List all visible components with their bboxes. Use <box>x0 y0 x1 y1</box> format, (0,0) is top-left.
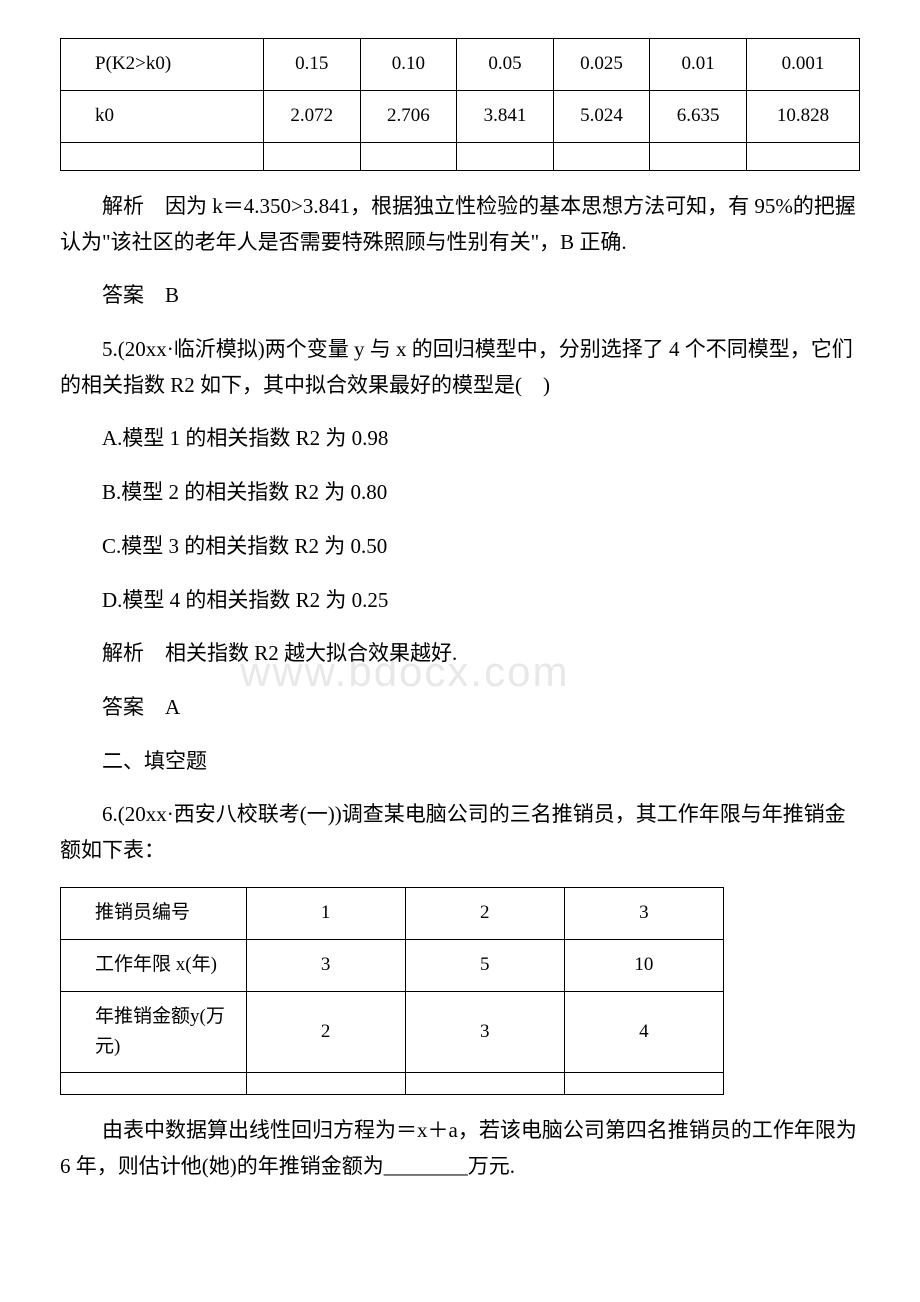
table-cell <box>746 143 859 171</box>
table-cell: 2.706 <box>360 91 457 143</box>
table-cell: 工作年限 x(年) <box>61 939 247 991</box>
table-row: 年推销金额y(万元) 2 3 4 <box>61 991 724 1073</box>
table-cell <box>61 1073 247 1095</box>
critical-values-table: P(K2>k0) 0.15 0.10 0.05 0.025 0.01 0.001… <box>60 38 860 171</box>
paragraph-option-a: A.模型 1 的相关指数 R2 为 0.98 <box>60 421 860 457</box>
table-cell: 0.025 <box>553 39 650 91</box>
table-cell: 0.15 <box>264 39 361 91</box>
paragraph-option-b: B.模型 2 的相关指数 R2 为 0.80 <box>60 475 860 511</box>
table-cell: 推销员编号 <box>61 887 247 939</box>
table-row <box>61 1073 724 1095</box>
table-cell <box>360 143 457 171</box>
table-cell <box>564 1073 723 1095</box>
table-cell: 2.072 <box>264 91 361 143</box>
table-cell <box>61 143 264 171</box>
table-cell <box>405 1073 564 1095</box>
table-cell: P(K2>k0) <box>61 39 264 91</box>
table-cell: 3.841 <box>457 91 554 143</box>
paragraph-question6-cont: 由表中数据算出线性回归方程为＝x＋a，若该电脑公司第四名推销员的工作年限为 6 … <box>60 1113 860 1184</box>
paragraph-section-title: 二、填空题 <box>60 744 860 780</box>
table-cell: 5.024 <box>553 91 650 143</box>
table-cell: 0.001 <box>746 39 859 91</box>
table-cell: 3 <box>246 939 405 991</box>
table-cell: 2 <box>405 887 564 939</box>
table-cell: 3 <box>564 887 723 939</box>
table-cell <box>246 1073 405 1095</box>
table-cell: 5 <box>405 939 564 991</box>
table-cell <box>553 143 650 171</box>
table-cell: k0 <box>61 91 264 143</box>
table-cell <box>264 143 361 171</box>
table-row: 工作年限 x(年) 3 5 10 <box>61 939 724 991</box>
paragraph-answer: 答案 B <box>60 278 860 314</box>
table-cell: 4 <box>564 991 723 1073</box>
paragraph-answer: 答案 A <box>60 690 860 726</box>
table-row: k0 2.072 2.706 3.841 5.024 6.635 10.828 <box>61 91 860 143</box>
table-cell: 3 <box>405 991 564 1073</box>
table-row <box>61 143 860 171</box>
table-cell: 0.01 <box>650 39 747 91</box>
paragraph-analysis: 解析 因为 k＝4.350>3.841，根据独立性检验的基本思想方法可知，有 9… <box>60 189 860 260</box>
table-cell: 6.635 <box>650 91 747 143</box>
paragraph-option-d: D.模型 4 的相关指数 R2 为 0.25 <box>60 583 860 619</box>
paragraph-question6: 6.(20xx·西安八校联考(一))调查某电脑公司的三名推销员，其工作年限与年推… <box>60 797 860 868</box>
table-cell: 10 <box>564 939 723 991</box>
table-cell: 10.828 <box>746 91 859 143</box>
paragraph-option-c: C.模型 3 的相关指数 R2 为 0.50 <box>60 529 860 565</box>
table-cell <box>650 143 747 171</box>
table-row: P(K2>k0) 0.15 0.10 0.05 0.025 0.01 0.001 <box>61 39 860 91</box>
paragraph-question5: 5.(20xx·临沂模拟)两个变量 y 与 x 的回归模型中，分别选择了 4 个… <box>60 332 860 403</box>
paragraph-analysis: 解析 相关指数 R2 越大拟合效果越好. <box>60 636 860 672</box>
table-cell: 年推销金额y(万元) <box>61 991 247 1073</box>
table-row: 推销员编号 1 2 3 <box>61 887 724 939</box>
salesperson-table: 推销员编号 1 2 3 工作年限 x(年) 3 5 10 年推销金额y(万元) … <box>60 887 724 1096</box>
table-cell: 2 <box>246 991 405 1073</box>
table-cell: 0.10 <box>360 39 457 91</box>
table-cell: 0.05 <box>457 39 554 91</box>
table-cell <box>457 143 554 171</box>
table-cell: 1 <box>246 887 405 939</box>
